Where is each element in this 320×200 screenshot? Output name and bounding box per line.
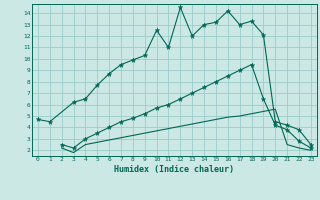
X-axis label: Humidex (Indice chaleur): Humidex (Indice chaleur) [115,165,234,174]
